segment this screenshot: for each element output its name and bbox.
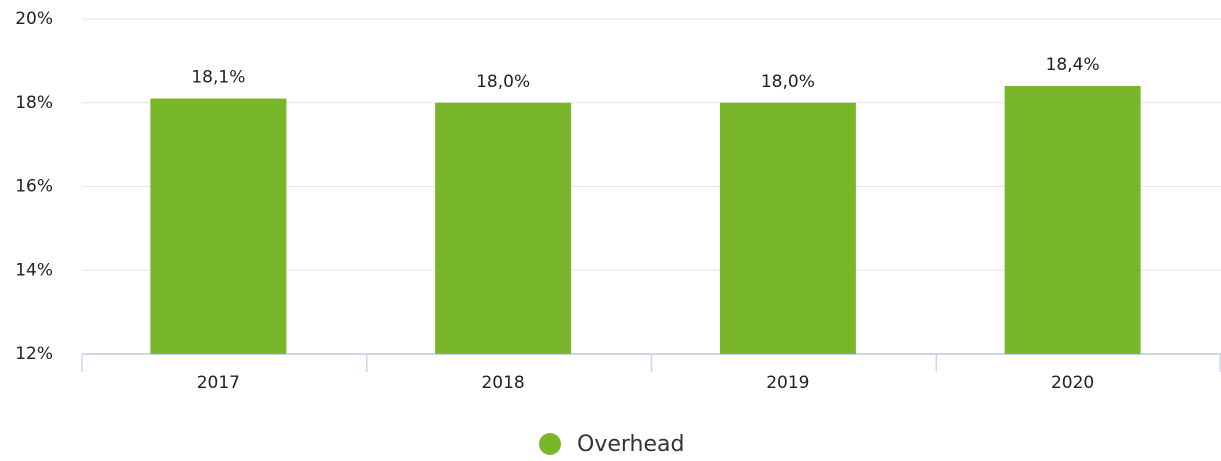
y-tick-label: 16% bbox=[15, 177, 53, 197]
value-label: 18,4% bbox=[1046, 55, 1100, 75]
value-label: 18,1% bbox=[191, 68, 245, 88]
legend-label: Overhead bbox=[577, 432, 684, 457]
bar bbox=[150, 98, 287, 354]
y-tick-label: 18% bbox=[15, 93, 53, 113]
value-label: 18,0% bbox=[761, 72, 815, 92]
y-tick-label: 20% bbox=[15, 9, 53, 29]
legend-swatch bbox=[539, 433, 561, 455]
x-tick-label: 2019 bbox=[766, 373, 809, 393]
y-tick-label: 12% bbox=[15, 344, 53, 364]
bar bbox=[435, 102, 572, 354]
y-tick-label: 14% bbox=[15, 260, 53, 280]
x-tick-label: 2018 bbox=[481, 373, 524, 393]
x-tick-label: 2020 bbox=[1051, 373, 1094, 393]
bar bbox=[1004, 86, 1141, 354]
x-tick-label: 2017 bbox=[197, 373, 240, 393]
bar bbox=[719, 102, 856, 354]
value-label: 18,0% bbox=[476, 72, 530, 92]
